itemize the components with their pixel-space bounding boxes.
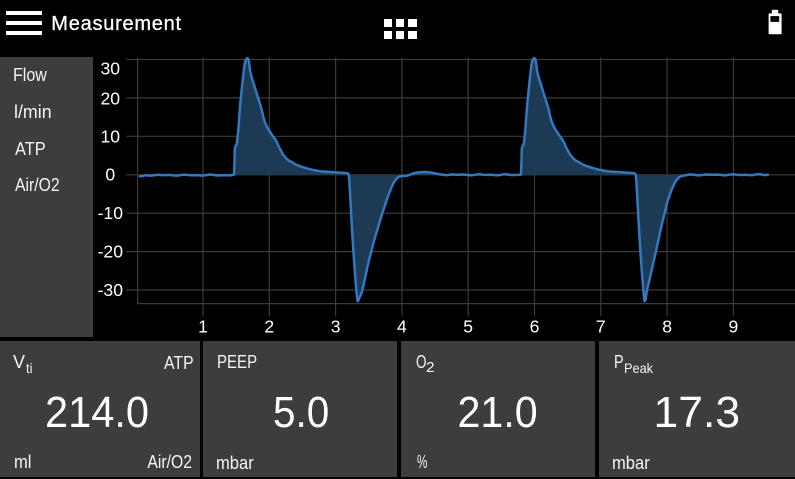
svg-text:7: 7 <box>596 316 606 336</box>
svg-text:3: 3 <box>331 316 341 336</box>
svg-text:-30: -30 <box>98 280 124 300</box>
svg-text:2: 2 <box>264 316 274 336</box>
svg-text:8: 8 <box>662 316 672 336</box>
svg-text:6: 6 <box>530 316 540 336</box>
svg-text:30: 30 <box>101 58 121 78</box>
svg-text:4: 4 <box>397 316 407 336</box>
svg-text:9: 9 <box>729 316 739 336</box>
svg-text:-10: -10 <box>98 203 124 223</box>
svg-text:10: 10 <box>101 126 121 146</box>
svg-text:20: 20 <box>101 88 121 108</box>
svg-text:1: 1 <box>198 316 208 336</box>
svg-text:0: 0 <box>105 164 115 184</box>
svg-text:5: 5 <box>463 316 473 336</box>
svg-text:-20: -20 <box>98 241 124 261</box>
